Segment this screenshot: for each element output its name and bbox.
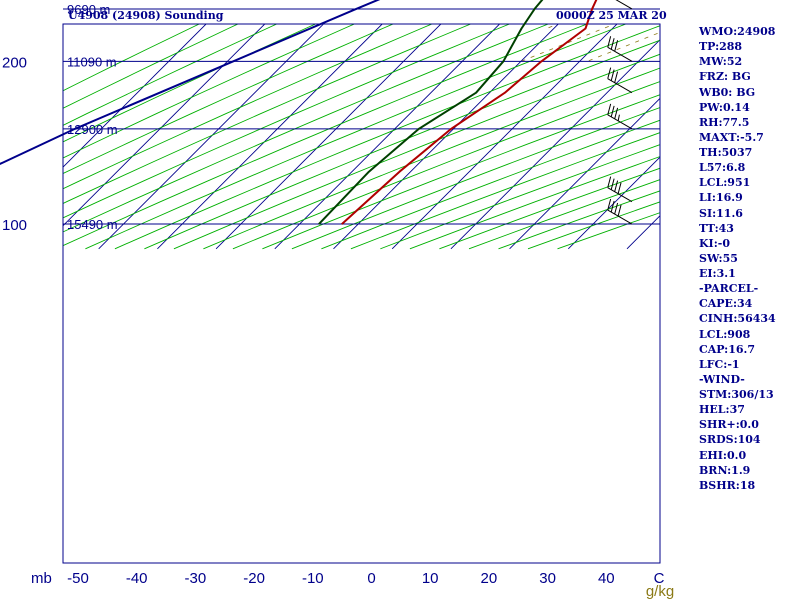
sounding-indices-list: WMO:24908 TP:288 MW:52 FRZ: BG WB0: BG PW:0.1…: [699, 24, 776, 493]
station-title: U4908 (24908) Sounding: [68, 9, 224, 22]
plot-frame: [62, 23, 661, 564]
index-item: TT:43: [699, 221, 734, 235]
isotherm-line: [391, 24, 618, 250]
temperature-profile: [341, 0, 598, 225]
index-item: CINH:56434: [699, 312, 776, 326]
isotherm-line: [333, 24, 559, 250]
index-item: FRZ: BG: [699, 70, 751, 84]
background-grid: [63, 24, 660, 250]
dewpoint-profile: [318, 0, 544, 225]
index-item: SHR+:0.0: [699, 418, 759, 432]
index-item: LFC:-1: [699, 357, 740, 371]
index-item: EHI:0.0: [699, 448, 747, 462]
index-item: TH:5037: [699, 146, 753, 159]
temperature-tick-label: 30: [539, 570, 556, 587]
isotherm-line: [98, 24, 325, 250]
temperature-tick-label: 0: [367, 570, 375, 587]
dry-adiabat-line: [63, 24, 550, 233]
index-item: LI:16.9: [699, 191, 743, 205]
temperature-tick-label: -30: [185, 570, 207, 587]
parcel-profile: [0, 0, 381, 165]
wind-barb: [607, 198, 633, 225]
wind-barb: [607, 103, 633, 130]
index-item: LCL:951: [699, 176, 751, 190]
index-item: WMO:24908: [699, 25, 776, 38]
index-item: SI:11.6: [699, 206, 743, 220]
index-item: LCL:908: [699, 327, 751, 341]
index-item: HEL:37: [699, 403, 745, 417]
index-item: MAXT:-5.7: [699, 130, 764, 144]
index-item: WB0: BG: [699, 85, 756, 99]
index-item: BRN:1.9: [699, 463, 751, 477]
index-item: BSHR:18: [699, 478, 756, 492]
index-item: STM:306/13: [699, 388, 774, 401]
height-tick-label: 12900 m: [67, 122, 118, 137]
temperature-tick-label: 20: [481, 570, 498, 587]
index-item: SRDS:104: [699, 433, 761, 447]
index-item: SW:55: [699, 251, 738, 265]
wind-barb: [607, 67, 633, 94]
height-tick-label: 15490 m: [67, 217, 118, 232]
index-item: TP:288: [699, 40, 743, 54]
mixing-ratio-unit-label: g/kg: [646, 583, 674, 600]
wind-barb: [607, 176, 633, 203]
temperature-unit-label: C: [654, 570, 665, 587]
index-item: CAPE:34: [699, 297, 753, 311]
isotherm-line: [63, 24, 266, 227]
pressure-unit-label: mb: [31, 570, 52, 587]
index-item: -PARCEL-: [699, 282, 759, 296]
wind-barb: [607, 36, 633, 62]
isotherm-line: [450, 39, 660, 250]
temperature-tick-label: -20: [243, 570, 265, 587]
dry-adiabat-line: [63, 24, 434, 190]
isotherm-line: [215, 24, 442, 250]
index-item: PW:0.14: [699, 100, 750, 114]
index-item: -WIND-: [699, 372, 745, 386]
pressure-tick-label: 100: [2, 217, 27, 234]
isotherm-line: [157, 24, 383, 250]
isotherm-line: [274, 24, 501, 250]
wind-barb: [615, 0, 633, 10]
temperature-tick-label: -10: [302, 570, 324, 587]
index-item: MW:52: [699, 55, 743, 69]
valid-time: 0000Z 25 MAR 20: [556, 9, 667, 22]
index-item: KI:-0: [699, 236, 730, 250]
index-item: RH:77.5: [699, 115, 750, 129]
height-tick-label: 11090 m: [67, 54, 117, 69]
isotherm-line: [63, 24, 207, 168]
temperature-tick-label: 10: [422, 570, 439, 587]
temperature-tick-label: 40: [598, 570, 615, 587]
temperature-tick-label: -40: [126, 570, 148, 587]
pressure-tick-label: 200: [2, 54, 27, 71]
index-item: EI:3.1: [699, 267, 736, 280]
index-item: CAP:16.7: [699, 342, 756, 356]
index-item: L57:6.8: [699, 161, 746, 175]
height-tick-label: 9690 m: [67, 2, 110, 17]
temperature-tick-label: -50: [67, 570, 89, 587]
